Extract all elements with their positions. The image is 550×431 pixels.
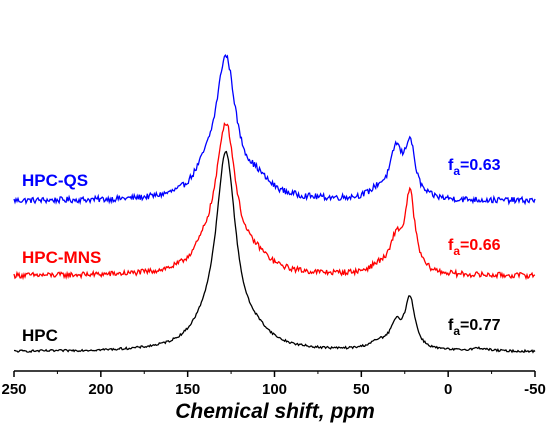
series-line-hpc-qs — [13, 54, 536, 206]
x-tick-label: 100 — [262, 381, 287, 398]
x-tick-label: 200 — [88, 381, 113, 398]
x-axis: 250 200 150 100 50 0 -50 — [1, 370, 546, 398]
series-label-hpc: HPC — [22, 326, 58, 345]
x-tick-label: 150 — [175, 381, 200, 398]
series-line-hpc-mns — [13, 122, 536, 281]
spectra-traces — [13, 54, 536, 354]
series-line-hpc — [14, 150, 536, 354]
x-tick-label: 0 — [444, 381, 452, 398]
series-label-hpc-qs: HPC-QS — [22, 171, 88, 190]
x-tick-label: 250 — [1, 381, 26, 398]
fa-label-hpc: fa=0.77 — [448, 317, 501, 338]
x-axis-label: Chemical shift, ppm — [175, 400, 375, 423]
fa-label-hpc-mns: fa=0.66 — [448, 237, 501, 258]
series-labels: HPC-QS fa=0.63 HPC-MNS fa=0.66 HPC fa=0.77 — [22, 157, 501, 345]
series-label-hpc-mns: HPC-MNS — [22, 248, 101, 267]
fa-label-hpc-qs: fa=0.63 — [448, 157, 501, 178]
x-tick-label: 50 — [353, 381, 370, 398]
x-tick-label: -50 — [524, 381, 546, 398]
